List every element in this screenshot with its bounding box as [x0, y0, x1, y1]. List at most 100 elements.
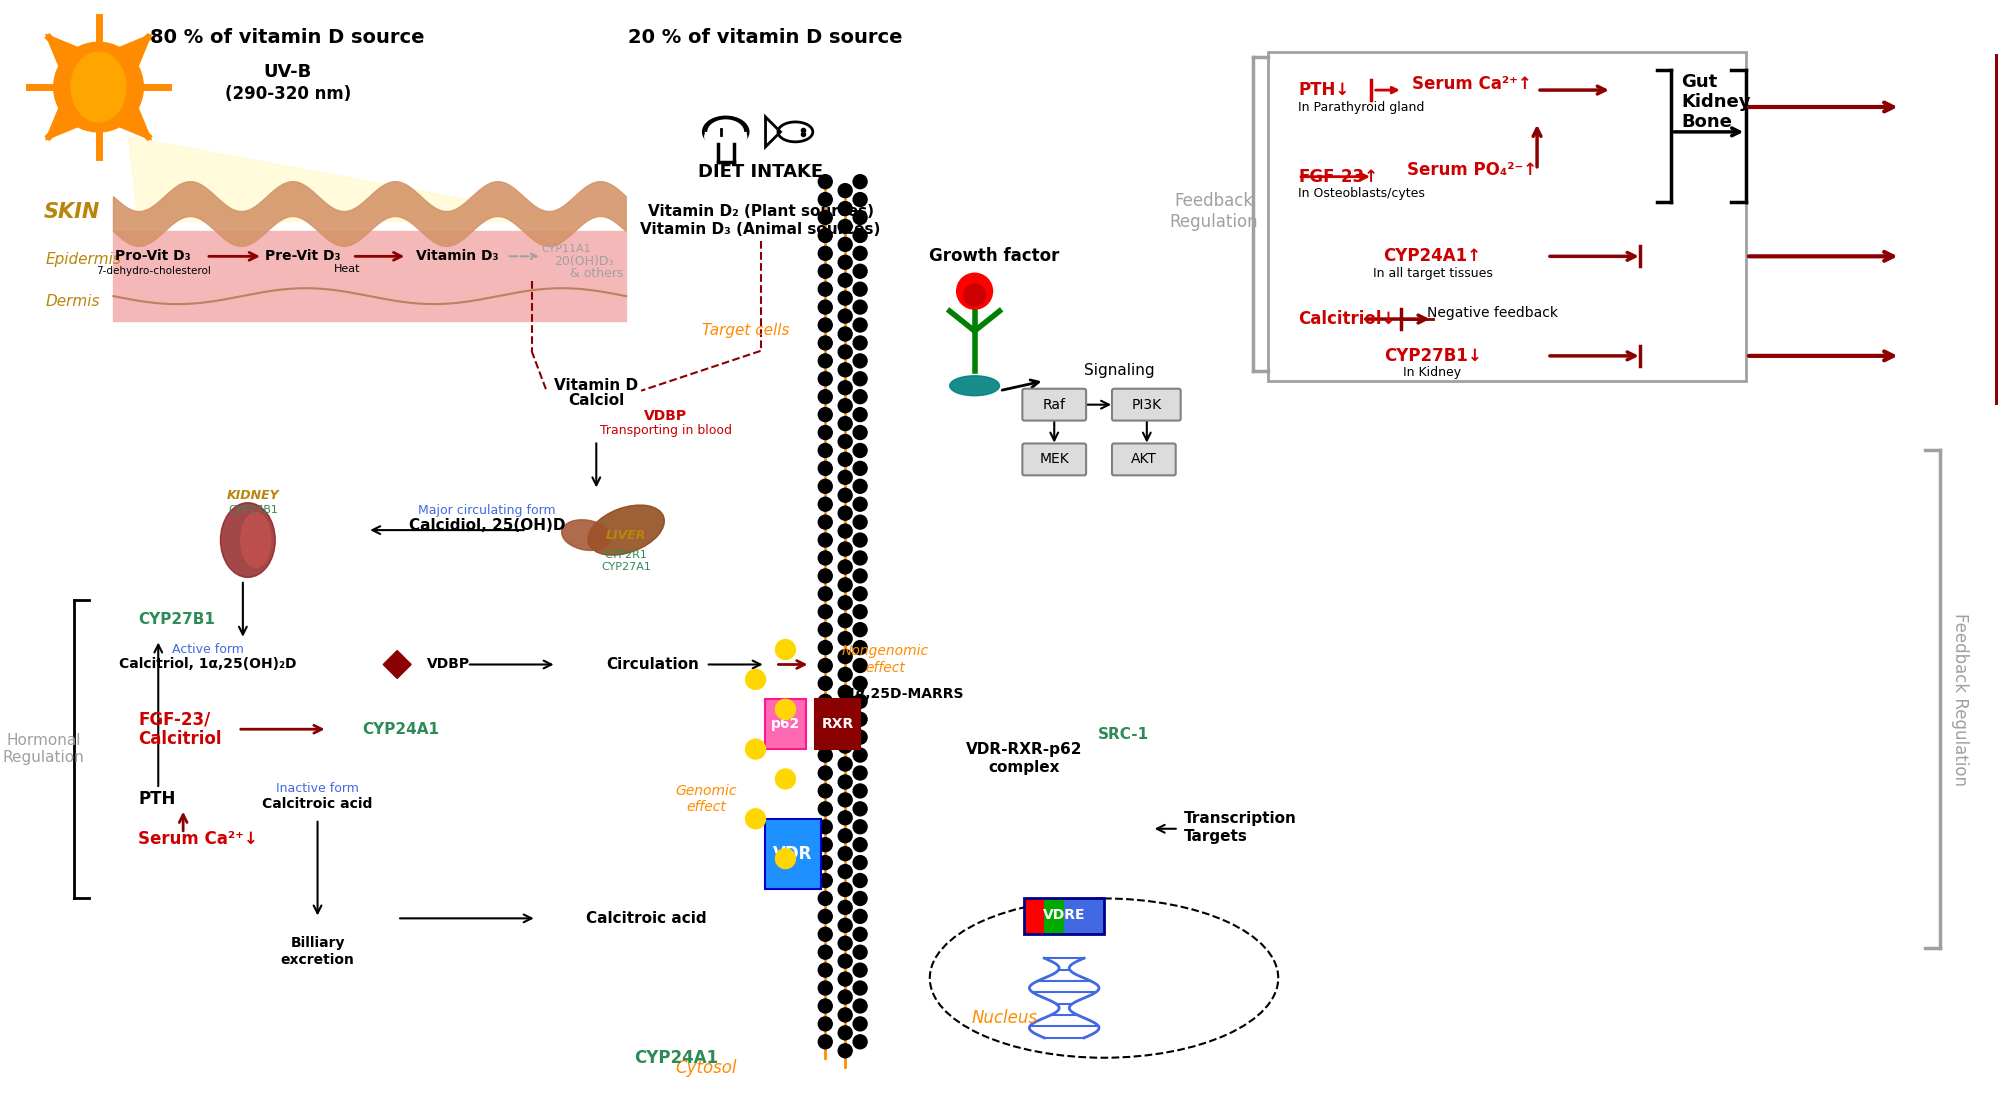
Text: Hormonal
Regulation: Hormonal Regulation — [2, 733, 84, 765]
Circle shape — [817, 891, 831, 906]
Circle shape — [837, 201, 851, 216]
Text: DIET INTAKE: DIET INTAKE — [697, 163, 823, 180]
Text: (290-320 nm): (290-320 nm) — [224, 85, 350, 103]
Text: AKT: AKT — [1131, 452, 1157, 467]
Circle shape — [817, 856, 831, 869]
Text: Calcidiol, 25(OH)D: Calcidiol, 25(OH)D — [408, 518, 565, 533]
Circle shape — [853, 784, 867, 797]
Text: CYP24A1: CYP24A1 — [633, 1048, 717, 1066]
Text: Calcitroic acid: Calcitroic acid — [585, 911, 707, 926]
Text: In all target tissues: In all target tissues — [1373, 267, 1493, 280]
FancyBboxPatch shape — [1023, 898, 1045, 933]
Circle shape — [817, 479, 831, 493]
Text: Serum Ca²⁺↑: Serum Ca²⁺↑ — [1413, 75, 1532, 93]
Ellipse shape — [777, 122, 813, 142]
Circle shape — [853, 640, 867, 655]
Text: VDRE: VDRE — [1043, 908, 1085, 922]
Circle shape — [837, 1008, 851, 1022]
Text: Serum Ca²⁺↓: Serum Ca²⁺↓ — [138, 830, 258, 847]
Circle shape — [853, 264, 867, 279]
FancyBboxPatch shape — [1063, 898, 1103, 933]
Text: Calciol: Calciol — [567, 394, 623, 408]
Circle shape — [817, 712, 831, 727]
FancyBboxPatch shape — [1021, 444, 1085, 476]
Circle shape — [957, 273, 993, 309]
Circle shape — [837, 273, 851, 288]
Circle shape — [837, 219, 851, 233]
Circle shape — [817, 605, 831, 618]
Circle shape — [837, 990, 851, 1004]
Circle shape — [775, 769, 795, 789]
Circle shape — [853, 515, 867, 529]
Polygon shape — [46, 34, 78, 66]
Circle shape — [817, 658, 831, 672]
FancyBboxPatch shape — [1111, 388, 1181, 420]
Text: Major circulating form: Major circulating form — [418, 503, 555, 517]
Circle shape — [853, 874, 867, 887]
Text: Dermis: Dermis — [46, 293, 100, 309]
Circle shape — [817, 175, 831, 189]
Circle shape — [817, 568, 831, 583]
Circle shape — [853, 695, 867, 708]
Text: Transcription: Transcription — [1183, 812, 1297, 826]
Circle shape — [817, 677, 831, 690]
Circle shape — [837, 435, 851, 448]
Circle shape — [853, 712, 867, 727]
Circle shape — [817, 336, 831, 349]
Circle shape — [745, 739, 765, 759]
Circle shape — [853, 319, 867, 332]
Circle shape — [853, 282, 867, 296]
Circle shape — [745, 808, 765, 828]
Text: 1α,25D-MARRS: 1α,25D-MARRS — [845, 687, 963, 701]
Circle shape — [837, 1044, 851, 1057]
Circle shape — [837, 811, 851, 825]
Text: In Parathyroid gland: In Parathyroid gland — [1297, 102, 1425, 115]
Circle shape — [837, 972, 851, 987]
Text: CYP27A1: CYP27A1 — [601, 562, 651, 572]
Circle shape — [837, 847, 851, 860]
Circle shape — [853, 1035, 867, 1048]
Text: Feedback Regulation: Feedback Regulation — [1950, 613, 1968, 786]
Text: Raf: Raf — [1043, 398, 1065, 411]
Circle shape — [817, 282, 831, 296]
Circle shape — [817, 981, 831, 995]
Circle shape — [853, 587, 867, 601]
Circle shape — [837, 1026, 851, 1040]
FancyBboxPatch shape — [765, 699, 805, 750]
Text: Pre-Vit D₃: Pre-Vit D₃ — [264, 249, 340, 263]
Text: UV-B: UV-B — [264, 63, 312, 81]
Ellipse shape — [220, 503, 276, 577]
Circle shape — [817, 515, 831, 529]
Text: RXR: RXR — [821, 717, 853, 731]
Circle shape — [853, 946, 867, 959]
Text: VDR: VDR — [773, 845, 811, 863]
Circle shape — [837, 614, 851, 628]
Circle shape — [837, 417, 851, 430]
Circle shape — [837, 828, 851, 843]
Text: Signaling: Signaling — [1083, 363, 1155, 378]
Circle shape — [853, 551, 867, 565]
Polygon shape — [384, 650, 412, 678]
Circle shape — [817, 300, 831, 314]
Text: Transporting in blood: Transporting in blood — [599, 424, 731, 437]
Circle shape — [837, 686, 851, 699]
Circle shape — [853, 658, 867, 672]
Circle shape — [817, 426, 831, 439]
Text: Targets: Targets — [1183, 830, 1247, 844]
FancyBboxPatch shape — [1111, 444, 1175, 476]
Text: Target cells: Target cells — [701, 323, 789, 338]
Text: SKIN: SKIN — [44, 201, 100, 221]
Circle shape — [853, 820, 867, 834]
Text: excretion: excretion — [280, 953, 354, 967]
Circle shape — [853, 605, 867, 618]
Text: Calcitriol↓: Calcitriol↓ — [1297, 310, 1395, 328]
Ellipse shape — [561, 520, 611, 551]
Circle shape — [837, 865, 851, 878]
Text: CYP27B1: CYP27B1 — [228, 505, 278, 515]
Circle shape — [853, 336, 867, 349]
Circle shape — [817, 551, 831, 565]
Circle shape — [817, 874, 831, 887]
Circle shape — [817, 623, 831, 637]
Text: 20(OH)D₃: 20(OH)D₃ — [553, 254, 613, 268]
Text: Calcitriol, 1α,25(OH)₂D: Calcitriol, 1α,25(OH)₂D — [120, 657, 296, 671]
